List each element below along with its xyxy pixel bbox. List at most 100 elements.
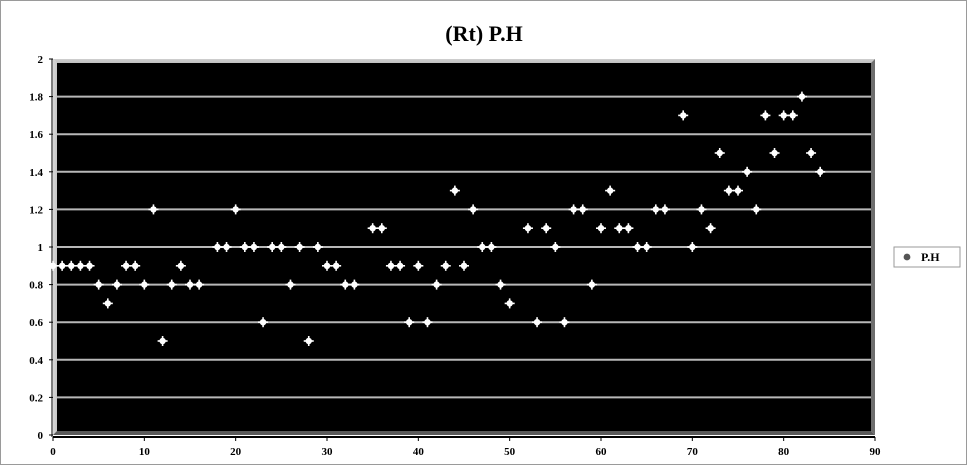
y-tick-label: 2 [38, 54, 44, 66]
data-point [714, 148, 725, 158]
data-point [522, 223, 533, 234]
data-point [395, 260, 406, 271]
x-tick-label: 70 [687, 446, 699, 458]
x-tick-label: 30 [322, 446, 334, 458]
x-tick-label: 20 [230, 446, 242, 458]
data-point [404, 317, 415, 328]
data-point [239, 242, 250, 252]
data-point [705, 223, 716, 234]
data-point [596, 223, 606, 234]
y-tick-label: 0.4 [29, 355, 43, 367]
data-point [93, 279, 104, 290]
data-point [760, 110, 771, 121]
data-point [422, 317, 433, 328]
data-point [367, 223, 378, 234]
data-point [130, 260, 141, 271]
chart-title: (Rt) P.H [445, 21, 522, 46]
data-point [331, 260, 342, 271]
data-point [294, 242, 305, 252]
x-tick-label: 80 [778, 446, 790, 458]
data-point [175, 260, 186, 271]
data-point [678, 110, 689, 121]
data-point [733, 185, 743, 196]
data-point [650, 204, 661, 215]
data-point [322, 260, 332, 271]
data-point [532, 317, 543, 328]
data-point [468, 204, 479, 215]
data-point [230, 204, 241, 215]
legend-label: P.H [921, 250, 940, 264]
data-point [413, 260, 424, 271]
data-point [806, 148, 817, 158]
data-point [248, 242, 259, 252]
data-point [751, 204, 762, 215]
data-point [102, 298, 113, 309]
data-point [75, 260, 86, 271]
data-points [48, 91, 826, 346]
data-point [285, 279, 296, 290]
data-point [742, 166, 753, 177]
data-point [659, 204, 670, 215]
data-point [431, 279, 442, 290]
y-axis-ticks: 0 0.2 0.4 0.6 0.8 1 1.2 1.4 1.6 1.8 2 [29, 54, 53, 442]
data-point [57, 260, 68, 271]
data-point [769, 148, 780, 158]
data-point [376, 223, 387, 234]
data-point [495, 279, 506, 290]
x-tick-label: 10 [139, 446, 151, 458]
data-point [303, 336, 314, 346]
data-point [385, 260, 396, 271]
data-point [550, 242, 561, 252]
x-tick-label: 40 [413, 446, 425, 458]
data-point [787, 110, 798, 121]
data-point [139, 279, 150, 290]
data-point [586, 279, 597, 290]
data-point [723, 185, 734, 196]
data-point [459, 260, 469, 271]
y-tick-label: 1 [38, 242, 44, 254]
data-point [48, 260, 58, 271]
data-point [796, 91, 807, 102]
data-point [267, 242, 278, 252]
data-point [194, 279, 205, 290]
x-tick-label: 50 [504, 446, 516, 458]
y-tick-label: 1.4 [29, 167, 43, 179]
data-point [687, 242, 698, 252]
y-tick-label: 0.2 [29, 392, 43, 404]
data-point [778, 110, 789, 121]
data-point [111, 279, 122, 290]
data-point [815, 166, 826, 177]
data-point [349, 279, 360, 290]
data-point [157, 336, 168, 346]
y-tick-label: 0.6 [29, 317, 43, 329]
data-point [221, 242, 232, 252]
data-point [614, 223, 625, 234]
data-point [66, 260, 77, 271]
data-point [449, 185, 460, 196]
y-tick-label: 0 [38, 430, 44, 442]
data-point [276, 242, 287, 252]
y-tick-label: 1.2 [29, 204, 43, 216]
data-point [568, 204, 579, 215]
x-axis-ticks: 0 10 20 30 40 50 60 70 80 90 [50, 437, 881, 458]
y-tick-label: 0.8 [29, 280, 43, 292]
data-point [623, 223, 634, 234]
data-point [541, 223, 552, 234]
data-point [121, 260, 132, 271]
data-point [486, 242, 497, 252]
x-tick-label: 60 [596, 446, 608, 458]
data-point [632, 242, 643, 252]
data-point [477, 242, 488, 252]
data-point [212, 242, 223, 252]
data-point [577, 204, 588, 215]
legend-box [893, 246, 961, 268]
data-point [258, 317, 269, 328]
legend-marker-icon [903, 253, 911, 261]
x-tick-label: 0 [50, 446, 56, 458]
data-point [641, 242, 652, 252]
data-point [166, 279, 177, 290]
data-point [504, 298, 515, 309]
axes [51, 59, 875, 438]
